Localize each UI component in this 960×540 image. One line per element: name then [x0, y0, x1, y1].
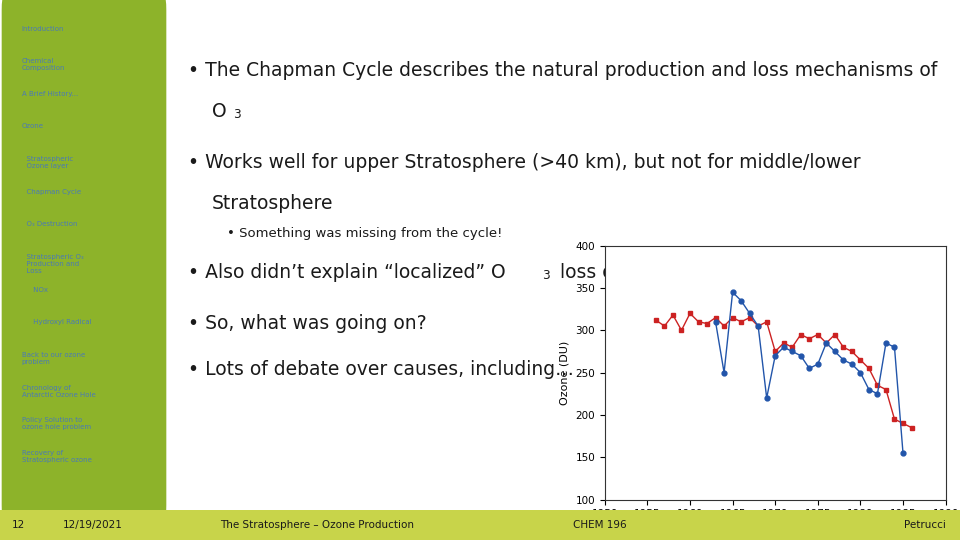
Y-axis label: Ozone (DU): Ozone (DU) [560, 341, 570, 404]
Text: The Stratosphere – Ozone Production: The Stratosphere – Ozone Production [220, 520, 414, 530]
Text: Chemical
Composition: Chemical Composition [22, 58, 65, 71]
Text: Stratospheric
  Ozone layer: Stratospheric Ozone layer [22, 156, 73, 169]
Text: Chapman Cycle: Chapman Cycle [22, 189, 81, 195]
Text: Hydroxyl Radical: Hydroxyl Radical [22, 320, 91, 326]
Text: Stratospheric O₃
  Production and
  Loss: Stratospheric O₃ Production and Loss [22, 254, 84, 274]
Text: • Works well for upper Stratosphere (>40 km), but not for middle/lower: • Works well for upper Stratosphere (>40… [188, 153, 860, 172]
Text: 12/19/2021: 12/19/2021 [62, 520, 122, 530]
Text: CHEM 196: CHEM 196 [573, 520, 627, 530]
Text: • Also didn’t explain “localized” O: • Also didn’t explain “localized” O [188, 263, 505, 282]
Text: 3: 3 [233, 108, 241, 121]
X-axis label: Year: Year [763, 525, 787, 535]
Text: Ozone: Ozone [22, 124, 44, 130]
Text: • So, what was going on?: • So, what was going on? [188, 314, 426, 333]
Text: 3: 3 [541, 269, 549, 282]
Text: Stratosphere: Stratosphere [211, 194, 333, 213]
Text: Back to our ozone
problem: Back to our ozone problem [22, 352, 85, 365]
Text: O₃ Destruction: O₃ Destruction [22, 221, 78, 227]
Text: O: O [211, 102, 227, 121]
Text: NOx: NOx [22, 287, 48, 293]
Text: 12: 12 [12, 520, 25, 530]
Text: • The Chapman Cycle describes the natural production and loss mechanisms of: • The Chapman Cycle describes the natura… [188, 61, 937, 80]
Text: Petrucci: Petrucci [903, 520, 946, 530]
Text: loss over South Pole: loss over South Pole [554, 263, 749, 282]
Text: • Lots of debate over causes, including…: • Lots of debate over causes, including… [188, 360, 574, 379]
Text: Recovery of
Stratospheric ozone: Recovery of Stratospheric ozone [22, 450, 92, 463]
Text: Introduction: Introduction [22, 25, 64, 31]
FancyBboxPatch shape [2, 0, 166, 531]
Text: Chronology of
Antarctic Ozone Hole: Chronology of Antarctic Ozone Hole [22, 385, 96, 398]
Text: A Brief History...: A Brief History... [22, 91, 78, 97]
Text: • Something was missing from the cycle!: • Something was missing from the cycle! [228, 227, 503, 240]
Text: Policy Solution to
ozone hole problem: Policy Solution to ozone hole problem [22, 417, 91, 430]
